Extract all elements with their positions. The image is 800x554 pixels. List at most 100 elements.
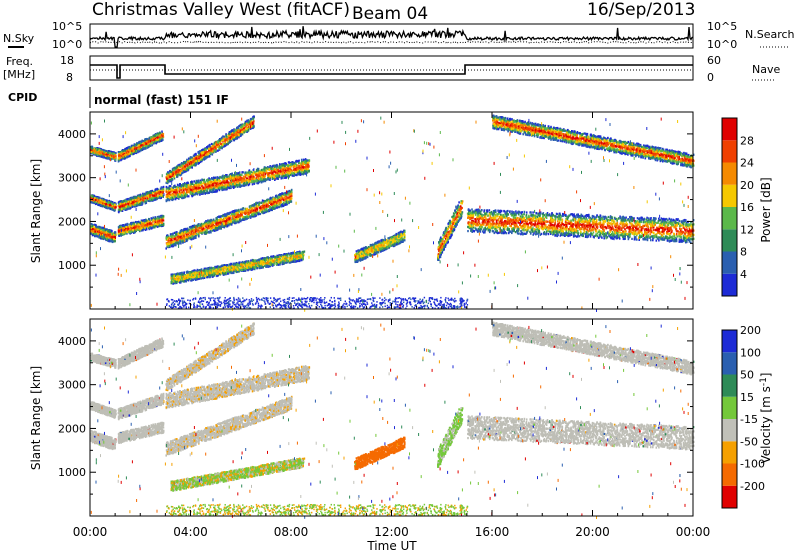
power-cell bbox=[114, 240, 116, 242]
date-label: 16/Sep/2013 bbox=[587, 0, 695, 20]
power-cell bbox=[92, 228, 94, 230]
power-cell bbox=[126, 229, 128, 231]
power-cell bbox=[157, 217, 159, 219]
power-cell bbox=[152, 221, 154, 223]
power-cell bbox=[92, 225, 94, 227]
power-cell bbox=[152, 217, 154, 219]
power-cell bbox=[95, 235, 97, 237]
power-cell bbox=[110, 236, 112, 238]
nsearch-trace bbox=[90, 42, 693, 44]
nave-label: Nave bbox=[752, 63, 780, 76]
power-cell bbox=[106, 238, 108, 240]
power-cell bbox=[103, 205, 105, 207]
power-cell bbox=[120, 233, 122, 235]
power-cell bbox=[109, 204, 111, 206]
power-cell bbox=[135, 228, 137, 230]
power-cell bbox=[142, 219, 144, 221]
power-cell bbox=[110, 240, 112, 242]
power-cell bbox=[131, 223, 133, 225]
power-cell bbox=[94, 197, 96, 199]
power-cell bbox=[103, 199, 105, 201]
power-cell bbox=[146, 228, 148, 230]
station-title: Christmas Valley West (fitACF) bbox=[92, 0, 350, 20]
power-cell bbox=[125, 224, 127, 226]
power-cell bbox=[120, 226, 122, 228]
power-cell bbox=[139, 222, 141, 224]
power-cell bbox=[122, 225, 124, 227]
power-cell bbox=[104, 201, 106, 203]
power-cell bbox=[153, 226, 155, 228]
power-cell bbox=[109, 233, 111, 235]
power-cell bbox=[151, 217, 153, 219]
power-cell bbox=[155, 225, 157, 227]
power-cell bbox=[114, 231, 116, 233]
power-cell bbox=[150, 222, 152, 224]
power-cell bbox=[113, 236, 115, 238]
nave-tick-high: 60 bbox=[707, 54, 721, 67]
power-cell bbox=[129, 226, 131, 228]
power-cell bbox=[97, 199, 99, 201]
freq-tick-high: 18 bbox=[60, 54, 74, 67]
power-cell bbox=[92, 202, 94, 204]
power-cell bbox=[118, 230, 120, 232]
power-cell bbox=[145, 224, 147, 226]
power-cell bbox=[110, 208, 112, 210]
power-cell bbox=[157, 221, 159, 223]
power-cell bbox=[157, 226, 159, 228]
nave-tick-low: 0 bbox=[707, 71, 714, 84]
power-cell bbox=[107, 230, 109, 232]
power-cell bbox=[143, 223, 145, 225]
power-cell bbox=[105, 203, 107, 205]
power-cell bbox=[155, 218, 157, 220]
power-cell bbox=[114, 204, 116, 206]
power-cell bbox=[104, 237, 106, 239]
power-cell bbox=[93, 233, 95, 235]
power-cell bbox=[99, 199, 101, 201]
power-cell bbox=[111, 240, 113, 242]
power-cell bbox=[161, 222, 163, 224]
power-cell bbox=[112, 207, 114, 209]
nsky-label: N.Sky bbox=[3, 32, 35, 45]
freq-panel: Freq. [MHz] 18 8 60 0 Nave bbox=[3, 54, 780, 84]
power-cell bbox=[159, 216, 161, 218]
power-cell bbox=[95, 201, 97, 203]
power-cell bbox=[102, 202, 104, 204]
power-cell bbox=[102, 227, 104, 229]
power-cell bbox=[150, 226, 152, 228]
power-cell bbox=[163, 219, 165, 221]
power-panel: 1000200030004000 Slant Range [km] 481216… bbox=[29, 112, 773, 312]
power-cell bbox=[95, 199, 97, 201]
power-cell bbox=[132, 229, 134, 231]
power-cell bbox=[140, 227, 142, 229]
radar-summary-plot: Christmas Valley West (fitACF) Beam 04 1… bbox=[0, 0, 800, 554]
power-cell bbox=[95, 224, 97, 226]
power-cell bbox=[144, 220, 146, 222]
power-cell bbox=[130, 228, 132, 230]
power-cell bbox=[148, 220, 150, 222]
power-cell bbox=[132, 225, 134, 227]
nsky-panel: N.Sky 10^5 10^0 10^5 10^0 N.Search bbox=[3, 20, 795, 51]
power-cell bbox=[95, 231, 97, 233]
power-cell bbox=[93, 230, 95, 232]
power-cell bbox=[142, 225, 144, 227]
beam-label: Beam 04 bbox=[352, 4, 428, 24]
power-cell bbox=[108, 207, 110, 209]
power-cell bbox=[100, 204, 102, 206]
power-cell bbox=[134, 231, 136, 233]
power-cell bbox=[128, 231, 130, 233]
power-cell bbox=[119, 226, 121, 228]
power-cell bbox=[162, 215, 164, 217]
power-cell bbox=[100, 232, 102, 234]
power-cell bbox=[127, 228, 129, 230]
power-cell bbox=[106, 199, 108, 201]
power-cell bbox=[90, 230, 92, 232]
power-cell bbox=[111, 233, 113, 235]
power-cell bbox=[98, 201, 100, 203]
freq-tick-low: 8 bbox=[66, 71, 73, 84]
power-cell bbox=[163, 224, 165, 226]
power-cell bbox=[123, 232, 125, 234]
power-cell bbox=[142, 229, 144, 231]
power-cell bbox=[104, 206, 106, 208]
nsearch-tick-high: 10^5 bbox=[707, 20, 737, 33]
power-cell bbox=[108, 201, 110, 203]
